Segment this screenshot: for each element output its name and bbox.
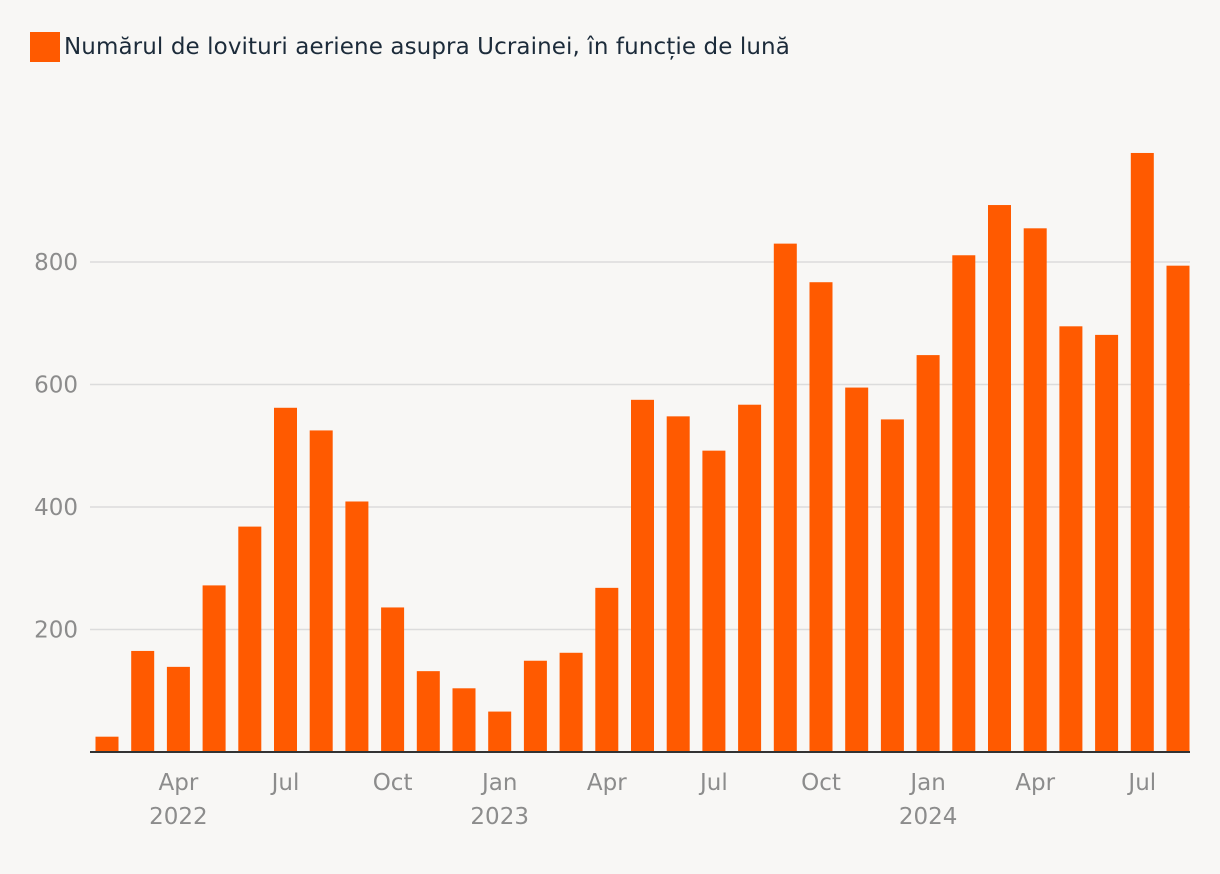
- bar-2024-06: [1095, 334, 1119, 752]
- bar-2023-06: [666, 416, 690, 752]
- legend: Numărul de lovituri aeriene asupra Ucrai…: [30, 32, 790, 62]
- x-axis-ticks: Apr Jul Oct Jan Apr Jul Oct Jan Apr Jul 2022 2023 20…: [149, 770, 1156, 830]
- bar-2022-03: [131, 650, 155, 752]
- x-tick-label-month: Jul: [698, 770, 728, 796]
- x-tick-label-year: 2024: [899, 804, 958, 830]
- x-tick-label-month: Apr: [159, 770, 199, 796]
- y-tick-label: 600: [34, 373, 78, 399]
- bar-2022-02: [95, 736, 119, 752]
- bar-2023-07: [702, 450, 726, 752]
- bar-2022-07: [274, 407, 297, 752]
- bars: [95, 152, 1190, 753]
- bar-2024-01: [916, 355, 940, 752]
- x-tick-label-year: 2023: [470, 804, 529, 830]
- bar-2023-02: [523, 660, 547, 752]
- bar-2022-05: [202, 585, 226, 752]
- x-tick-label-month: Oct: [373, 770, 413, 796]
- bar-2023-01: [488, 711, 512, 752]
- bar-2022-11: [416, 671, 440, 752]
- x-tick-label-month: Jul: [1126, 770, 1156, 796]
- bar-2022-08: [309, 430, 333, 752]
- bar-2022-06: [238, 526, 262, 752]
- x-tick-label-month: Jan: [480, 770, 517, 796]
- y-tick-label: 800: [34, 250, 78, 276]
- bar-2024-07: [1130, 152, 1154, 753]
- bar-2023-09: [773, 243, 797, 752]
- x-tick-label-year: 2022: [149, 804, 208, 830]
- x-tick-label-month: Jul: [270, 770, 300, 796]
- y-axis-ticks: 200 400 600 800: [34, 250, 78, 644]
- legend-label: Numărul de lovituri aeriene asupra Ucrai…: [64, 34, 790, 60]
- bar-2024-02: [952, 255, 976, 752]
- bar-2022-12: [452, 688, 476, 752]
- bar-2023-04: [595, 587, 619, 752]
- bar-2023-12: [880, 419, 904, 752]
- bar-2023-05: [631, 399, 654, 752]
- bar-2024-08: [1166, 265, 1190, 752]
- y-tick-label: 400: [34, 495, 78, 521]
- x-tick-label-month: Apr: [587, 770, 627, 796]
- bar-2024-03: [988, 205, 1011, 753]
- bar-2023-10: [809, 282, 833, 752]
- bar-2022-10: [381, 607, 405, 752]
- legend-swatch: [30, 32, 60, 62]
- x-tick-label-month: Oct: [801, 770, 841, 796]
- bar-2024-05: [1059, 326, 1083, 752]
- bar-2023-03: [559, 652, 583, 752]
- x-tick-label-month: Jan: [908, 770, 945, 796]
- x-tick-label-month: Apr: [1015, 770, 1055, 796]
- bar-2024-04: [1023, 228, 1047, 752]
- y-tick-label: 200: [34, 618, 78, 644]
- bar-2023-11: [845, 387, 869, 752]
- bar-2023-08: [738, 404, 762, 752]
- bar-2022-09: [345, 501, 369, 752]
- bar-2022-04: [166, 666, 190, 752]
